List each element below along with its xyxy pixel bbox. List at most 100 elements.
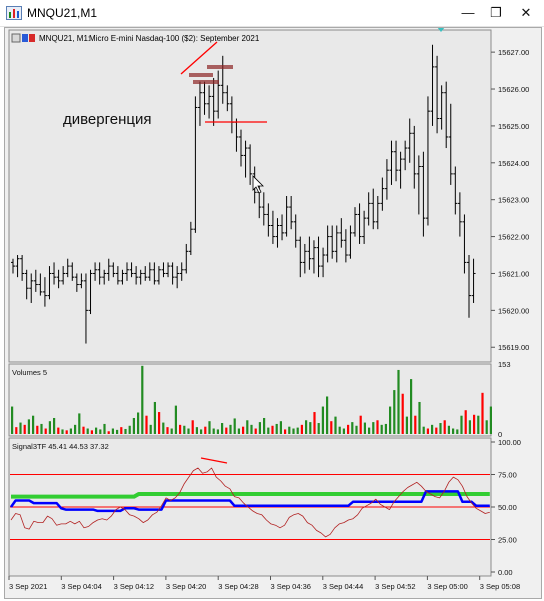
- price-bar[interactable]: [380, 177, 385, 211]
- price-bar[interactable]: [20, 255, 25, 281]
- price-bar[interactable]: [348, 225, 353, 259]
- price-bar[interactable]: [471, 258, 476, 303]
- close-button[interactable]: ✕: [520, 5, 532, 20]
- price-bar[interactable]: [435, 55, 440, 134]
- price-bar[interactable]: [457, 192, 462, 237]
- minimize-button[interactable]: —: [461, 5, 475, 20]
- highlight-box[interactable]: [207, 65, 233, 69]
- price-bar[interactable]: [403, 140, 408, 171]
- price-bar[interactable]: [462, 214, 467, 274]
- price-bar[interactable]: [289, 196, 294, 230]
- price-bar[interactable]: [325, 225, 330, 263]
- price-bar[interactable]: [175, 266, 180, 289]
- price-bar[interactable]: [425, 96, 430, 226]
- price-bar[interactable]: [467, 255, 471, 318]
- price-bar[interactable]: [184, 243, 189, 274]
- price-bar[interactable]: [412, 125, 417, 189]
- price-bar[interactable]: [88, 269, 93, 315]
- price-bar[interactable]: [321, 247, 326, 278]
- price-bar[interactable]: [197, 81, 202, 126]
- price-bar[interactable]: [394, 140, 399, 182]
- price-bar[interactable]: [24, 269, 29, 300]
- highlight-box[interactable]: [189, 73, 213, 77]
- chart-canvas[interactable]: MNQU21, M1: Micro E-mini Nasdaq-100 ($2)…: [5, 27, 541, 598]
- price-bar[interactable]: [83, 273, 88, 344]
- price-bar[interactable]: [152, 262, 157, 285]
- price-bar[interactable]: [384, 159, 389, 200]
- price-bar[interactable]: [161, 262, 166, 278]
- price-bar[interactable]: [371, 188, 376, 230]
- chart-shift-marker[interactable]: [437, 27, 445, 32]
- price-bar[interactable]: [316, 236, 321, 278]
- price-bar[interactable]: [293, 214, 298, 248]
- price-bar[interactable]: [375, 196, 380, 230]
- price-bar[interactable]: [302, 243, 307, 274]
- price-bar[interactable]: [129, 262, 134, 278]
- price-bar[interactable]: [52, 262, 57, 285]
- price-bar[interactable]: [339, 218, 344, 248]
- price-bar[interactable]: [270, 210, 275, 244]
- price-bar[interactable]: [407, 118, 412, 163]
- divergence-trendline[interactable]: [180, 41, 218, 75]
- price-bar[interactable]: [280, 214, 285, 241]
- price-bar[interactable]: [93, 262, 98, 281]
- price-bar[interactable]: [266, 203, 271, 237]
- price-bar[interactable]: [439, 85, 444, 130]
- price-bar[interactable]: [33, 269, 38, 292]
- price-bar[interactable]: [143, 266, 148, 281]
- price-bar[interactable]: [307, 236, 312, 270]
- price-bar[interactable]: [11, 258, 15, 274]
- price-bar[interactable]: [430, 44, 435, 126]
- price-bar[interactable]: [170, 262, 175, 285]
- price-bar[interactable]: [193, 96, 198, 233]
- price-bar[interactable]: [15, 255, 20, 278]
- price-bar[interactable]: [97, 262, 102, 285]
- price-bar[interactable]: [334, 225, 339, 263]
- price-bar[interactable]: [29, 273, 34, 303]
- signal-divergence-line[interactable]: [200, 457, 228, 464]
- price-bar[interactable]: [343, 229, 348, 263]
- price-bar[interactable]: [207, 85, 212, 119]
- price-bar[interactable]: [188, 221, 193, 256]
- price-bar[interactable]: [362, 210, 367, 244]
- price-bar[interactable]: [134, 266, 139, 285]
- price-bar[interactable]: [115, 266, 120, 285]
- price-bar[interactable]: [353, 207, 357, 237]
- price-bar[interactable]: [38, 273, 43, 296]
- price-bar[interactable]: [120, 269, 125, 285]
- price-bar[interactable]: [211, 77, 216, 126]
- price-bar[interactable]: [220, 55, 225, 104]
- price-bar[interactable]: [42, 277, 47, 307]
- price-bar[interactable]: [416, 155, 421, 215]
- price-bar[interactable]: [61, 266, 66, 285]
- price-bar[interactable]: [261, 192, 266, 226]
- price-bar[interactable]: [125, 262, 129, 281]
- price-bar[interactable]: [111, 262, 116, 278]
- price-bar[interactable]: [239, 129, 243, 167]
- price-bar[interactable]: [225, 85, 230, 112]
- price-bar[interactable]: [56, 269, 61, 289]
- price-bar[interactable]: [421, 151, 426, 237]
- price-bar[interactable]: [453, 166, 458, 215]
- price-bar[interactable]: [298, 236, 303, 278]
- price-bar[interactable]: [138, 269, 143, 285]
- price-bar[interactable]: [79, 273, 84, 289]
- main-price-panel[interactable]: [8, 29, 492, 363]
- price-bar[interactable]: [398, 151, 403, 189]
- price-bar[interactable]: [47, 266, 52, 300]
- price-bar[interactable]: [284, 196, 289, 237]
- price-bar[interactable]: [444, 81, 449, 149]
- price-bar[interactable]: [74, 273, 79, 292]
- price-bar[interactable]: [102, 269, 107, 285]
- highlight-box[interactable]: [193, 80, 219, 84]
- price-bar[interactable]: [65, 258, 70, 278]
- price-bar[interactable]: [70, 262, 75, 281]
- price-bar[interactable]: [275, 218, 280, 248]
- price-bar[interactable]: [357, 203, 362, 244]
- price-bar[interactable]: [389, 140, 394, 185]
- price-bar[interactable]: [248, 144, 253, 185]
- price-bar[interactable]: [106, 258, 111, 281]
- price-bar[interactable]: [366, 192, 371, 226]
- price-bar[interactable]: [330, 225, 335, 259]
- price-bar[interactable]: [156, 266, 161, 285]
